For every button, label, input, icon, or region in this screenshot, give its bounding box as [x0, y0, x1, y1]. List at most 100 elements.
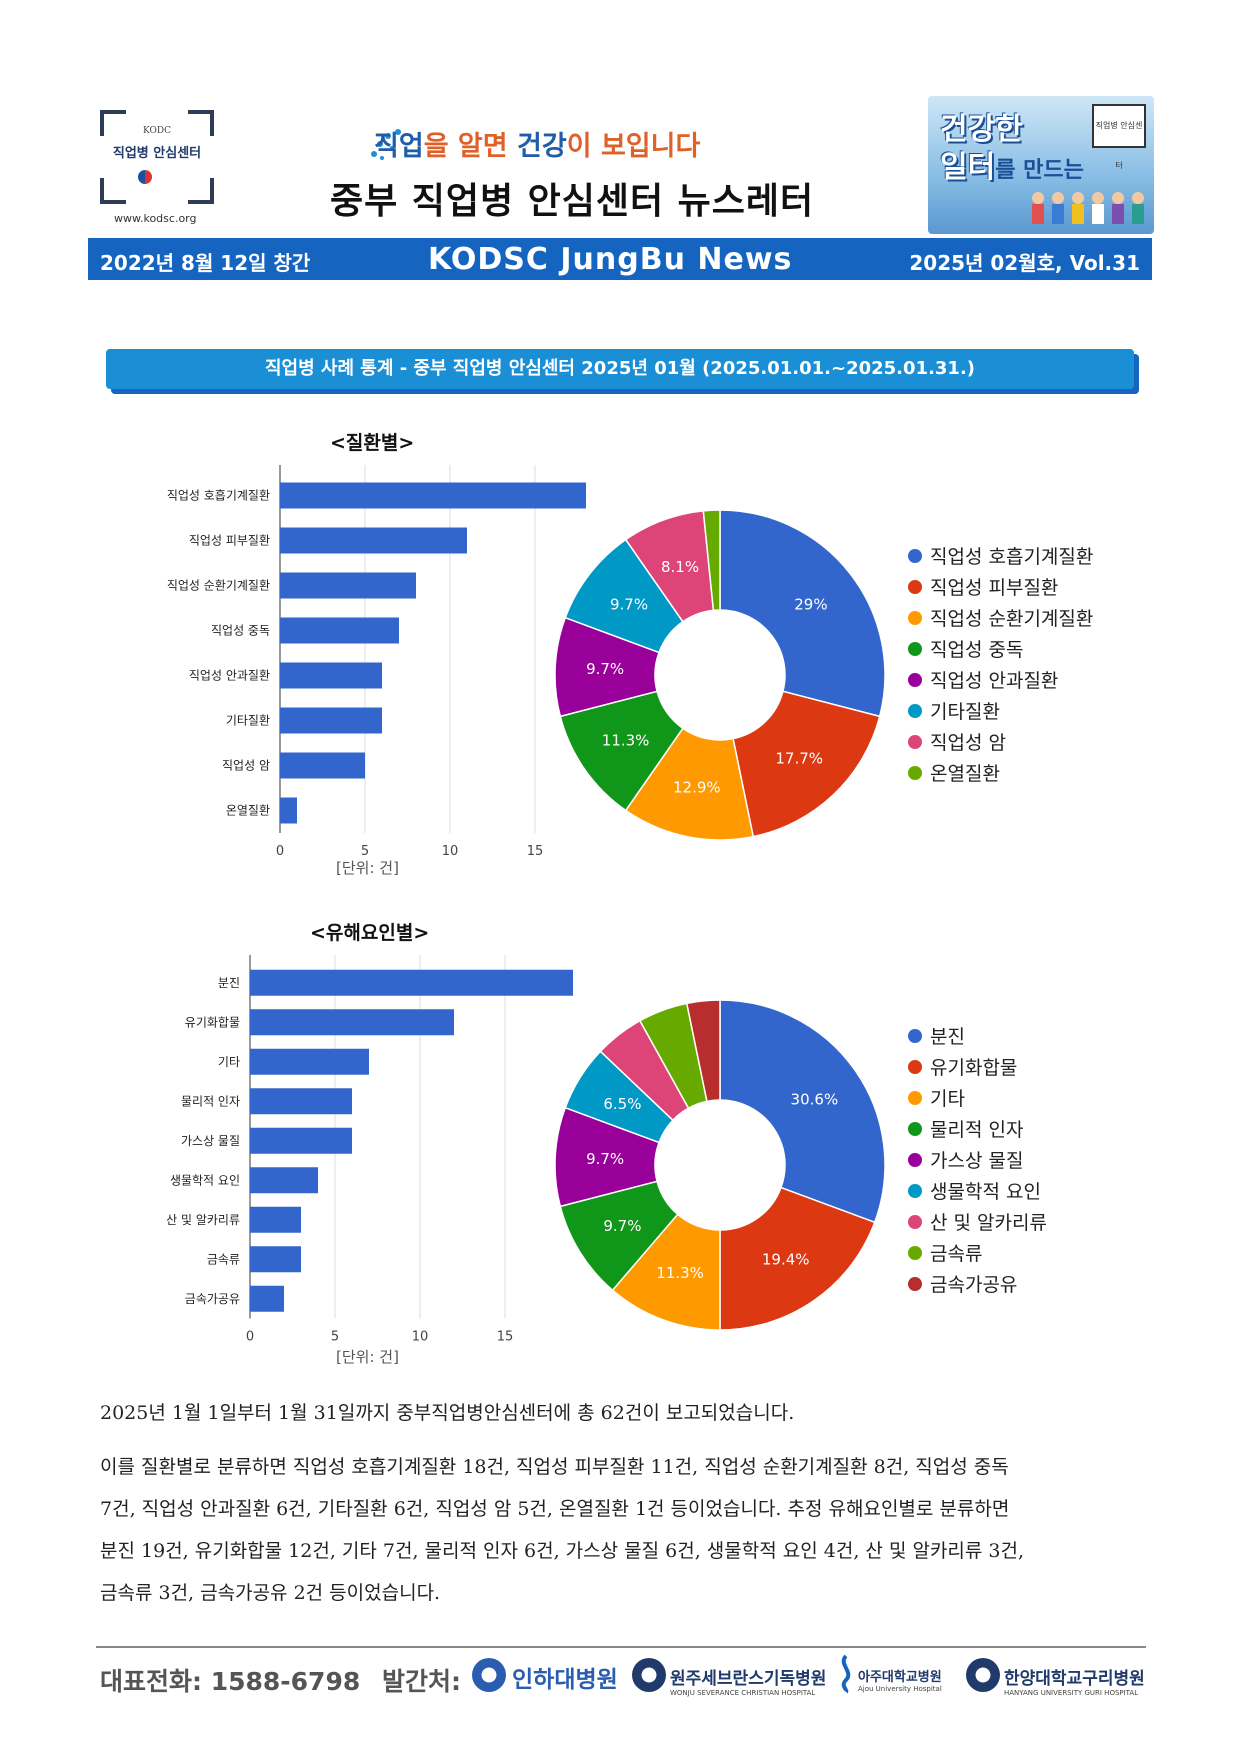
- disease-category-label: 직업성 피부질환: [189, 534, 270, 548]
- disease-tick-label: 0: [276, 844, 284, 859]
- hazard-slice-label: 11.3%: [656, 1264, 704, 1282]
- hazard-category-label: 산 및 알카리류: [166, 1213, 240, 1227]
- disease-category-label: 기타질환: [226, 714, 270, 728]
- disease-legend-label: 직업성 안과질환: [930, 670, 1059, 692]
- hazard-slice-label: 19.4%: [762, 1250, 810, 1268]
- disease-category-label: 직업성 암: [222, 759, 270, 773]
- healthy-workplace-badge: 건강한 일터를 만드는 직업병 안심센터: [928, 96, 1154, 234]
- disease-legend-item: 직업성 피부질환: [908, 571, 1093, 602]
- hazard-slice-label: 6.5%: [603, 1095, 641, 1113]
- hazard-legend-item: 금속류: [908, 1237, 1047, 1268]
- detail-line-1: 이를 질환별로 분류하면 직업성 호흡기계질환 18건, 직업성 피부질환 11…: [100, 1456, 1009, 1478]
- disease-bar: [280, 527, 467, 554]
- disease-slice: [702, 509, 721, 612]
- hazard-legend-item: 분진: [908, 1020, 1047, 1051]
- center-logo: KODC 직업병 안심센터: [100, 110, 214, 204]
- hazard-legend-item: 금속가공유: [908, 1268, 1047, 1299]
- disease-tick-label: 15: [527, 844, 544, 859]
- legend-dot-icon: [908, 672, 922, 687]
- disease-legend: 직업성 호흡기계질환 직업성 피부질환 직업성 순환기계질환 직업성 중독 직업성 안과…: [908, 540, 1093, 788]
- hazard-tick-label: 0: [246, 1330, 254, 1345]
- hazard-bar: [250, 1127, 352, 1154]
- sparkle-icon: [371, 129, 401, 160]
- disease-bar: [280, 797, 297, 824]
- slogan: 직업을 알면 건강이 보입니다: [374, 131, 701, 162]
- hazard-category-label: 금속가공유: [185, 1292, 240, 1306]
- disease-category-label: 직업성 중독: [211, 624, 270, 638]
- legend-dot-icon: [908, 641, 922, 656]
- workers-illustration-icon: [1032, 192, 1144, 224]
- disease-legend-label: 직업성 피부질환: [930, 577, 1059, 599]
- logo-name: 직업병 안심센터: [112, 146, 202, 161]
- disease-category-label: 직업성 안과질환: [189, 669, 270, 683]
- ajou-hospital-icon: [841, 1654, 851, 1694]
- hazard-legend-item: 생물학적 요인: [908, 1175, 1047, 1206]
- hazard-category-label: 분진: [218, 976, 240, 990]
- hazard-legend-label: 유기화합물: [930, 1057, 1018, 1079]
- hazard-legend-label: 금속류: [930, 1243, 983, 1265]
- footer-divider: [96, 1646, 1146, 1648]
- legend-dot-icon: [908, 1276, 922, 1291]
- disease-slice-label: 9.7%: [610, 596, 648, 614]
- disease-legend-label: 직업성 순환기계질환: [930, 608, 1094, 630]
- hazard-legend-label: 생물학적 요인: [930, 1181, 1041, 1203]
- disease-bar: [280, 482, 586, 509]
- legend-dot-icon: [908, 1028, 922, 1043]
- legend-dot-icon: [908, 765, 922, 780]
- badge-line2: 일터를 만드는: [940, 150, 1084, 185]
- disease-slice-label: 29%: [794, 596, 827, 614]
- hazard-category-label: 기타: [218, 1055, 240, 1069]
- hazard-slice: [685, 999, 721, 1103]
- hazard-category-label: 금속류: [207, 1252, 240, 1266]
- hazard-slice-label: 30.6%: [791, 1090, 839, 1108]
- wonju-hospital-icon: [632, 1658, 666, 1692]
- chart-title-hazard: <유해요인별>: [310, 922, 430, 944]
- hazard-bar: [250, 1088, 352, 1115]
- legend-dot-icon: [908, 1183, 922, 1198]
- disease-slice: [624, 727, 755, 841]
- disease-category-label: 직업성 호흡기계질환: [167, 489, 270, 503]
- disease-slice-label: 9.7%: [586, 660, 624, 678]
- disease-legend-item: 직업성 암: [908, 726, 1093, 757]
- hazard-bar: [250, 1167, 318, 1194]
- founded-date: 2022년 8월 12일 창간: [100, 251, 311, 275]
- disease-slice: [732, 690, 881, 838]
- disease-category-label: 온열질환: [226, 804, 270, 818]
- hazard-legend-label: 기타: [930, 1088, 965, 1110]
- disease-bar: [280, 617, 399, 644]
- hazard-legend-label: 물리적 인자: [930, 1119, 1024, 1141]
- hazard-slice: [719, 999, 886, 1224]
- legend-dot-icon: [908, 1214, 922, 1229]
- hazard-tick-label: 15: [497, 1330, 514, 1345]
- disease-slice-label: 17.7%: [775, 749, 823, 767]
- unit-label-disease: [단위: 건]: [336, 859, 399, 877]
- publisher-label: 발간처:: [382, 1667, 461, 1696]
- hazard-legend-item: 기타: [908, 1082, 1047, 1113]
- legend-dot-icon: [908, 548, 922, 563]
- legend-dot-icon: [908, 703, 922, 718]
- hanyang-hospital-icon: [966, 1658, 1000, 1692]
- disease-donut-chart: 29% 17.7% 12.9% 11.3% 9.7% 9.7% 8.1%: [554, 509, 886, 841]
- hazard-donut-chart: 30.6% 19.4% 11.3% 9.7% 9.7% 6.5%: [554, 999, 886, 1331]
- legend-dot-icon: [908, 1152, 922, 1167]
- disease-bar: [280, 572, 416, 599]
- badge-mini-logo: 직업병 안심센터: [1092, 104, 1146, 170]
- disease-slice-label: 11.3%: [602, 732, 650, 750]
- hazard-slice: [719, 1186, 876, 1331]
- hazard-category-label: 가스상 물질: [181, 1134, 240, 1148]
- hazard-legend: 분진 유기화합물 기타 물리적 인자 가스상 물질 생물학적 요인 산 및 알카리류 금속류 금…: [908, 1020, 1047, 1299]
- newsletter-title: 중부 직업병 안심센터 뉴스레터: [330, 181, 815, 222]
- disease-legend-label: 직업성 호흡기계질환: [930, 546, 1094, 568]
- hazard-tick-label: 5: [331, 1330, 339, 1345]
- detail-line-4: 금속류 3건, 금속가공유 2건 등이었습니다.: [100, 1582, 441, 1604]
- logo-org: KODC: [143, 126, 171, 136]
- disease-tick-label: 5: [361, 844, 369, 859]
- disease-slice-label: 8.1%: [661, 558, 699, 576]
- hazard-legend-item: 유기화합물: [908, 1051, 1047, 1082]
- hospital-hanyang: 한양대학교구리병원 HANYANG UNIVERSITY GURI HOSPITA…: [1004, 1669, 1145, 1697]
- hazard-slice-label: 9.7%: [586, 1150, 624, 1168]
- hazard-slice-label: 9.7%: [603, 1217, 641, 1235]
- hazard-legend-item: 물리적 인자: [908, 1113, 1047, 1144]
- hazard-legend-label: 산 및 알카리류: [930, 1212, 1047, 1234]
